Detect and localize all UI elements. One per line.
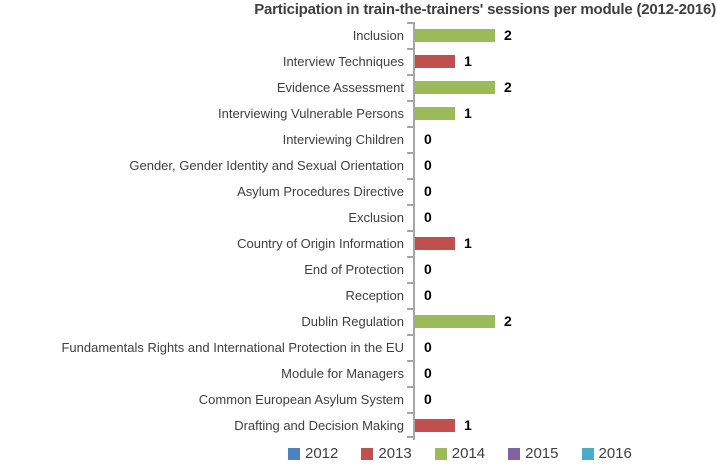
legend-label: 2012 bbox=[305, 445, 339, 462]
legend-swatch-icon bbox=[288, 447, 300, 460]
value-label: 1 bbox=[464, 53, 472, 69]
value-label: 0 bbox=[424, 209, 432, 225]
value-label: 0 bbox=[424, 365, 432, 381]
legend-label: 2013 bbox=[378, 445, 412, 462]
chart-row: Interviewing Vulnerable Persons 1 bbox=[0, 100, 717, 126]
data-bar bbox=[415, 54, 455, 68]
value-label: 0 bbox=[424, 339, 432, 355]
chart-row: Asylum Procedures Directive 0 bbox=[0, 178, 717, 204]
category-label: Interview Techniques bbox=[282, 53, 404, 69]
axis-tick bbox=[407, 256, 413, 258]
chart-row: End of Protection 0 bbox=[0, 256, 717, 282]
chart-title: Participation in train-the-trainers' ses… bbox=[254, 1, 716, 18]
value-label: 0 bbox=[424, 287, 432, 303]
legend-swatch-icon bbox=[581, 447, 594, 460]
axis-tick bbox=[407, 22, 413, 24]
data-bar bbox=[415, 418, 455, 432]
category-label: Gender, Gender Identity and Sexual Orien… bbox=[129, 157, 404, 173]
axis-tick bbox=[407, 178, 413, 180]
axis-tick bbox=[407, 126, 413, 128]
legend-item: 2012 bbox=[288, 445, 338, 462]
category-label: Country of Origin Information bbox=[237, 235, 404, 251]
category-label: Common European Asylum System bbox=[198, 391, 404, 407]
chart-row: Fundamentals Rights and International Pr… bbox=[0, 334, 717, 360]
chart-row: Dublin Regulation 2 bbox=[0, 308, 717, 334]
value-label: 2 bbox=[504, 27, 512, 43]
value-label: 0 bbox=[424, 157, 432, 173]
category-label: Exclusion bbox=[348, 209, 404, 225]
chart-row: Evidence Assessment 2 bbox=[0, 74, 717, 100]
data-bar bbox=[415, 80, 495, 94]
chart-row: Reception 0 bbox=[0, 282, 717, 308]
category-label: Drafting and Decision Making bbox=[234, 417, 404, 433]
chart-row: Inclusion 2 bbox=[0, 22, 717, 48]
category-label: Interviewing Vulnerable Persons bbox=[218, 105, 404, 121]
category-label: Fundamentals Rights and International Pr… bbox=[61, 339, 404, 355]
category-label: Asylum Procedures Directive bbox=[237, 183, 404, 199]
axis-tick bbox=[407, 152, 413, 154]
legend-label: 2014 bbox=[451, 445, 486, 462]
value-label: 0 bbox=[424, 131, 432, 147]
legend: 2012 2013 2014 2015 2016 bbox=[288, 445, 632, 462]
legend-label: 2015 bbox=[525, 445, 559, 462]
legend-swatch-icon bbox=[361, 447, 374, 460]
legend-item: 2014 bbox=[434, 445, 486, 462]
axis-tick bbox=[407, 412, 413, 414]
axis-tick bbox=[407, 386, 413, 388]
axis-tick bbox=[407, 100, 413, 102]
axis-tick bbox=[407, 360, 413, 362]
data-bar bbox=[415, 314, 495, 328]
value-label: 1 bbox=[464, 235, 472, 251]
category-label: Interviewing Children bbox=[282, 131, 404, 147]
axis-tick bbox=[407, 48, 413, 50]
data-bar bbox=[415, 28, 495, 42]
chart-row: Gender, Gender Identity and Sexual Orien… bbox=[0, 152, 717, 178]
chart-row: Common European Asylum System 0 bbox=[0, 386, 717, 412]
legend-swatch-icon bbox=[508, 447, 521, 460]
data-bar bbox=[415, 106, 455, 120]
axis-tick bbox=[407, 334, 413, 336]
value-label: 0 bbox=[424, 183, 432, 199]
legend-label: 2016 bbox=[598, 445, 632, 462]
legend-item: 2016 bbox=[581, 445, 632, 462]
value-label: 1 bbox=[464, 417, 472, 433]
axis-tick bbox=[407, 282, 413, 284]
category-label: End of Protection bbox=[304, 261, 404, 277]
legend-item: 2013 bbox=[361, 445, 412, 462]
chart-row: Module for Managers 0 bbox=[0, 360, 717, 386]
category-label: Inclusion bbox=[352, 27, 404, 43]
value-label: 0 bbox=[424, 261, 432, 277]
value-label: 2 bbox=[504, 313, 512, 329]
category-axis-line bbox=[413, 22, 415, 440]
category-label: Module for Managers bbox=[281, 365, 404, 381]
chart-row: Country of Origin Information 1 bbox=[0, 230, 717, 256]
category-label: Evidence Assessment bbox=[276, 79, 404, 95]
plot-area: Inclusion 2 Interview Techniques 1 Evide… bbox=[0, 22, 717, 440]
chart-row: Exclusion 0 bbox=[0, 204, 717, 230]
data-bar bbox=[415, 236, 455, 250]
chart-rows: Inclusion 2 Interview Techniques 1 Evide… bbox=[0, 22, 717, 438]
chart-row: Drafting and Decision Making 1 bbox=[0, 412, 717, 438]
axis-tick bbox=[407, 74, 413, 76]
chart-row: Interviewing Children 0 bbox=[0, 126, 717, 152]
axis-tick bbox=[407, 308, 413, 310]
value-label: 1 bbox=[464, 105, 472, 121]
legend-item: 2015 bbox=[508, 445, 559, 462]
legend-swatch-icon bbox=[434, 447, 447, 460]
value-label: 2 bbox=[504, 79, 512, 95]
axis-tick bbox=[407, 436, 413, 438]
value-label: 0 bbox=[424, 391, 432, 407]
category-label: Dublin Regulation bbox=[301, 313, 404, 329]
category-label: Reception bbox=[345, 287, 404, 303]
axis-tick bbox=[407, 230, 413, 232]
chart-row: Interview Techniques 1 bbox=[0, 48, 717, 74]
axis-tick bbox=[407, 204, 413, 206]
